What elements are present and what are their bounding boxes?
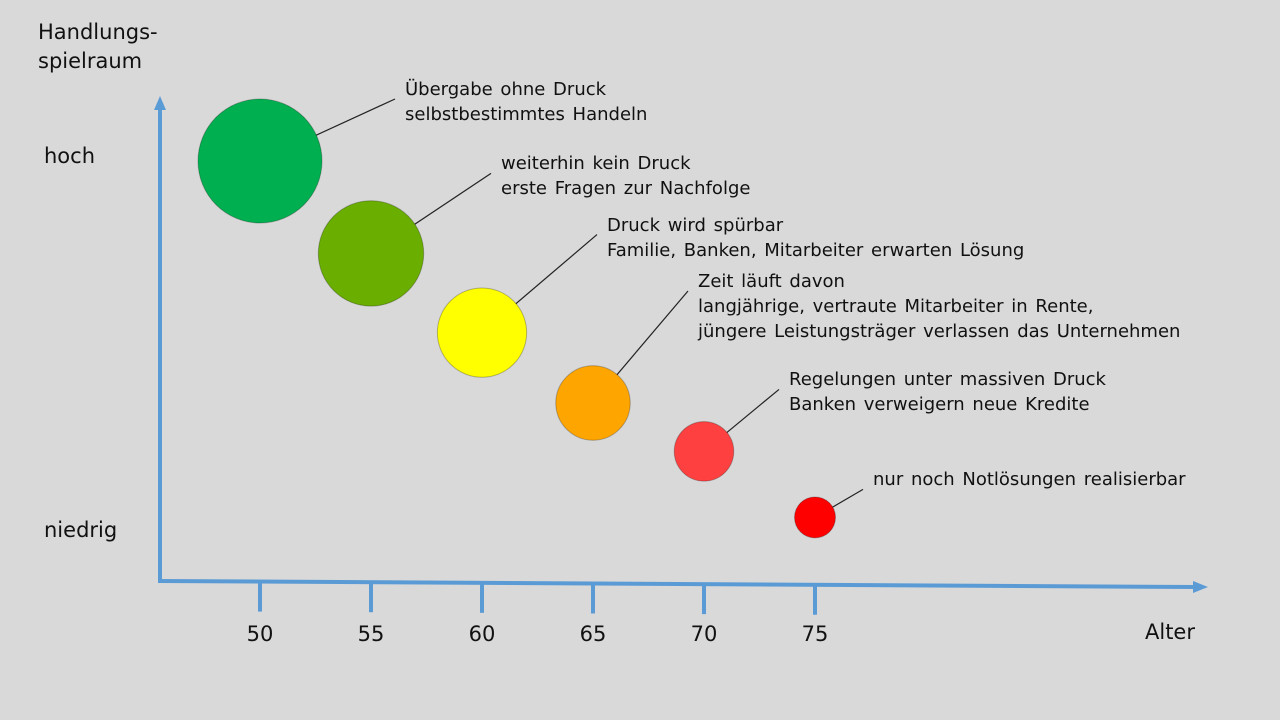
x-tick-label-55: 55	[358, 622, 385, 646]
annotation-line: Banken verweigern neue Kredite	[789, 394, 1090, 416]
x-tick-label-70: 70	[691, 622, 718, 646]
x-axis-arrow	[1193, 581, 1208, 593]
annotation-line: Familie, Banken, Mitarbeiter erwarten Lö…	[607, 239, 1025, 261]
annotation-line: weiterhin kein Druck	[501, 153, 691, 175]
y-axis-title-line-1: Handlungs-	[38, 20, 158, 44]
bubble-age-65	[555, 365, 631, 441]
annotation-line: langjährige, vertraute Mitarbeiter in Re…	[698, 296, 1094, 317]
y-axis-arrow	[154, 96, 166, 110]
x-tick-label-50: 50	[247, 622, 274, 646]
annotation-age-70: Regelungen unter massiven Druck Banken ve…	[789, 367, 1106, 417]
x-tick-label-65: 65	[580, 622, 607, 646]
annotation-age-55: weiterhin kein Druck erste Fragen zur Nac…	[501, 151, 750, 201]
annotation-line: Druck wird spürbar	[607, 214, 784, 236]
bubble-age-55	[317, 200, 425, 307]
annotation-line: Übergabe ohne Druck	[405, 79, 607, 100]
x-tick-label-60: 60	[469, 622, 496, 646]
annotation-age-60: Druck wird spürbar Familie, Banken, Mitar…	[607, 213, 1024, 263]
x-axis-line	[157, 579, 1198, 589]
annotation-line: nur noch Notlösungen realisierbar	[873, 469, 1186, 491]
x-tick-label-75: 75	[802, 622, 829, 646]
bubbles	[197, 98, 836, 539]
annotation-line: Zeit läuft davon	[698, 271, 845, 292]
y-level-high: hoch	[44, 144, 96, 168]
annotation-line: selbstbestimmtes Handeln	[405, 104, 648, 125]
x-axis-title: Alter	[1145, 620, 1195, 644]
bubble-age-60	[436, 287, 528, 378]
axes	[154, 96, 1208, 593]
x-tick-labels: 50 55 60 65 70 75	[247, 622, 829, 646]
annotation-line: Regelungen unter massiven Druck	[789, 369, 1106, 391]
y-axis-title: Handlungs- spielraum	[38, 18, 158, 76]
bubble-age-75	[794, 496, 836, 539]
bubble-age-50	[197, 98, 323, 224]
annotation-line: erste Fragen zur Nachfolge	[501, 178, 751, 200]
annotation-age-75: nur noch Notlösungen realisierbar	[873, 467, 1186, 492]
y-level-low: niedrig	[44, 518, 118, 542]
x-ticks	[258, 581, 817, 615]
bubble-age-70	[673, 421, 735, 482]
y-axis-title-line-2: spielraum	[38, 49, 143, 73]
annotation-age-50: Übergabe ohne Druck selbstbestimmtes Hand…	[405, 77, 647, 127]
annotation-line: jüngere Leistungsträger verlassen das Un…	[698, 321, 1181, 342]
annotation-age-65: Zeit läuft davon langjährige, vertraute M…	[698, 269, 1180, 344]
